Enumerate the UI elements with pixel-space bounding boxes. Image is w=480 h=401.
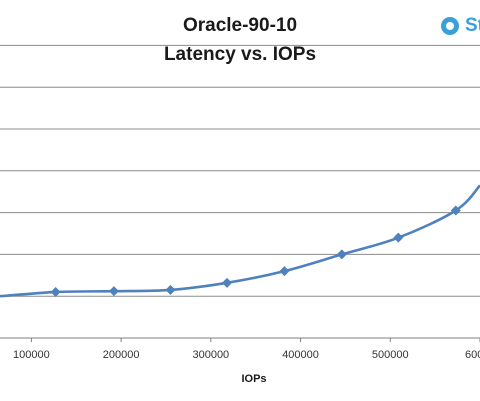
brand-logo-text: St <box>465 15 480 36</box>
x-tick-label: 300000 <box>192 349 229 361</box>
brand-logo: St <box>441 14 480 38</box>
x-tick-labels: 100000 200000 300000 400000 500000 600 <box>13 338 480 361</box>
data-point-marker <box>108 286 119 297</box>
data-point-marker <box>393 232 404 243</box>
series-line <box>0 184 480 298</box>
data-point-marker <box>450 205 461 216</box>
data-point-marker <box>221 277 232 288</box>
chart-title-line-1: Oracle-90-10 <box>182 15 298 36</box>
x-tick-label: 100000 <box>13 349 50 361</box>
chart-title-line-2: Latency vs. IOPs <box>163 44 317 65</box>
data-point-marker <box>50 287 61 298</box>
x-tick-label: 600 <box>465 349 480 361</box>
x-tick-label: 400000 <box>282 349 319 361</box>
series-layer <box>0 184 480 298</box>
data-point-marker <box>165 284 176 295</box>
data-point-marker <box>336 249 347 260</box>
x-tick-label: 500000 <box>372 349 409 361</box>
brand-logo-icon <box>441 17 459 35</box>
x-axis-label: IOPs <box>241 373 266 385</box>
x-tick-label: 200000 <box>103 349 140 361</box>
gridlines <box>0 44 480 297</box>
data-point-marker <box>279 266 290 277</box>
